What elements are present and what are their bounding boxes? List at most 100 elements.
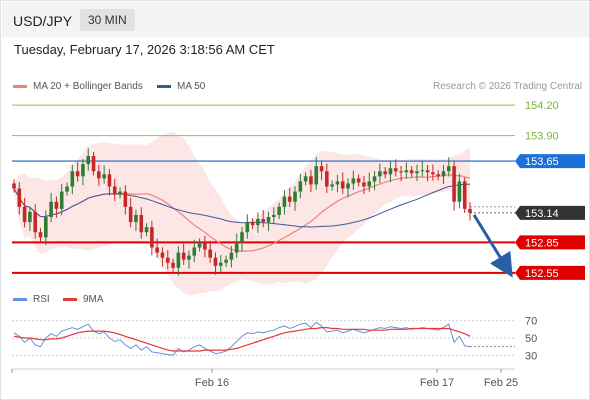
x-tick-label: Feb 17 <box>420 377 454 389</box>
candle <box>229 246 234 268</box>
candle <box>49 192 53 223</box>
candle-body <box>256 219 260 226</box>
candle <box>123 185 128 215</box>
candle-body <box>362 182 366 187</box>
candle-body <box>203 242 207 250</box>
candle-body <box>388 168 393 175</box>
candle-body <box>197 242 202 248</box>
candle <box>139 207 144 239</box>
candle-body <box>70 171 75 187</box>
timeframe-button[interactable]: 30 MIN <box>80 9 135 31</box>
candle-body <box>28 211 32 223</box>
candle <box>224 255 228 267</box>
candle <box>22 197 27 228</box>
candle-body <box>134 214 138 223</box>
candle-body <box>44 217 48 238</box>
legend-ma50: MA 50 <box>157 81 205 92</box>
toolbar: USD/JPY 30 MIN <box>2 2 589 37</box>
candle <box>362 175 366 195</box>
candle <box>372 171 377 191</box>
candle-body <box>303 176 308 182</box>
candle-body <box>436 174 440 177</box>
legend-ma20: MA 20 + Bollinger Bands <box>13 81 143 92</box>
candle <box>86 148 91 171</box>
candle-body <box>293 191 297 202</box>
candle-body <box>33 211 38 233</box>
candle-body <box>123 191 128 207</box>
candle-body <box>54 201 59 209</box>
candle-body <box>208 249 212 258</box>
candle <box>218 255 223 273</box>
candle <box>325 163 329 194</box>
rsi-line <box>13 321 471 356</box>
candle <box>97 164 101 187</box>
candle <box>272 207 276 224</box>
candle <box>452 160 456 211</box>
candle-body <box>181 252 186 260</box>
candle <box>431 164 435 181</box>
candle-body <box>452 166 456 202</box>
candle-body <box>287 196 292 202</box>
badge-bg <box>515 265 585 280</box>
candle <box>250 218 255 230</box>
badge-text: 153.65 <box>525 156 559 168</box>
rsi-level-label: 50 <box>525 333 537 345</box>
candle <box>160 247 165 267</box>
candle <box>425 164 430 182</box>
candle-body <box>107 174 112 187</box>
ma50-swatch <box>157 85 171 88</box>
price-level-labels: 154.20 153.90 153.65 153.14 152.85 152.55 <box>515 100 585 280</box>
candle <box>213 252 218 275</box>
price-badge-r1: 153.65 <box>515 154 585 169</box>
rsi-level-label: 70 <box>525 316 537 328</box>
candle-body <box>128 206 133 223</box>
candle <box>261 210 266 228</box>
candle <box>28 206 32 232</box>
price-levels <box>12 104 515 274</box>
candle <box>399 165 403 182</box>
credit-text: Research © 2026 Trading Central <box>433 81 583 92</box>
candle <box>54 196 59 218</box>
candle <box>44 210 48 246</box>
candle <box>388 161 393 183</box>
candle-body <box>97 171 101 179</box>
candle <box>409 166 414 178</box>
rsi-swatch <box>13 298 27 301</box>
candle-body <box>415 171 419 174</box>
candle <box>33 204 38 239</box>
price-badge-current: 153.14 <box>515 205 585 220</box>
candle <box>81 158 85 186</box>
candle-body <box>22 206 27 223</box>
candle-body <box>176 252 181 268</box>
candle <box>38 228 43 242</box>
badge-text: 153.14 <box>525 208 559 220</box>
candle <box>266 211 271 232</box>
candle <box>319 160 324 181</box>
candle-body <box>112 186 117 195</box>
candle-body <box>425 170 430 173</box>
candle <box>340 172 345 194</box>
x-tick-label: Feb 16 <box>195 377 229 389</box>
candle-body <box>393 168 398 172</box>
bollinger-band <box>14 131 470 296</box>
candle <box>441 164 446 185</box>
candle <box>59 183 64 216</box>
candle <box>383 167 387 179</box>
candle-body <box>319 166 324 172</box>
bollinger-band-area <box>14 131 470 296</box>
x-tick-label: Feb 25 <box>484 377 518 389</box>
candle-body <box>81 164 85 177</box>
price-badge-s2: 152.55 <box>515 265 585 280</box>
candle <box>314 157 319 190</box>
badge-bg <box>515 205 585 220</box>
candle-body <box>325 171 329 187</box>
candle-body <box>17 188 22 207</box>
candle-body <box>192 247 197 256</box>
candle-body <box>420 170 425 172</box>
candle <box>171 258 175 272</box>
candle <box>70 164 75 195</box>
candle-body <box>272 214 276 217</box>
candle-body <box>118 191 122 195</box>
candle-body <box>330 184 334 187</box>
